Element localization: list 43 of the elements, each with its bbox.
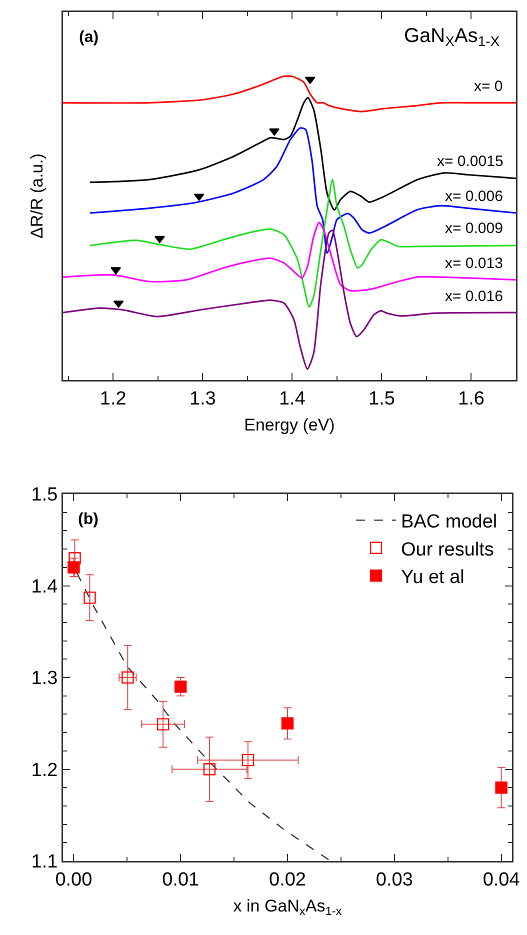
series-label: x= 0.013 — [445, 255, 503, 272]
series-label: x= 0 — [474, 78, 503, 95]
y-tick-label: 1.2 — [31, 760, 58, 781]
x-tick-label: 0.02 — [269, 869, 306, 890]
point — [122, 671, 134, 684]
annotation: (b) — [78, 511, 98, 528]
point — [242, 754, 254, 766]
series-label: x= 0.016 — [445, 288, 503, 305]
x-tick-label: 1.5 — [368, 388, 395, 410]
y-axis-title: ΔR/R (a.u.) — [27, 153, 46, 239]
point — [269, 128, 280, 136]
x-axis-title: x in GaN$_{x}$As$_{1-x}$ — [233, 896, 342, 918]
x-tick-label: 1.4 — [278, 388, 306, 410]
point — [495, 782, 508, 794]
point — [281, 717, 294, 730]
point — [154, 236, 165, 244]
x-tick-label: 1.3 — [189, 388, 216, 410]
point — [203, 763, 216, 776]
x-tick-label: 0.03 — [376, 869, 413, 890]
x-tick-label: 0.00 — [55, 869, 92, 890]
x-tick-label: 1.6 — [458, 388, 484, 410]
point — [156, 718, 170, 730]
point — [68, 552, 81, 564]
point — [304, 76, 316, 84]
y-tick-label: 1.3 — [31, 668, 58, 690]
series-label: x= 0.0015 — [437, 153, 504, 170]
y-tick-label: 1.4 — [31, 576, 58, 598]
y-tick-label: 1.1 — [31, 852, 58, 873]
x-axis-title: Energy (eV) — [244, 415, 335, 434]
legend-label: Our results — [401, 539, 494, 560]
legend-label: Yu et al — [401, 567, 464, 588]
y-tick-label: 1.5 — [31, 484, 58, 506]
series-label: x= 0.006 — [445, 188, 503, 205]
text: GaN$_{X}$As$_{1-X}$ — [404, 25, 500, 50]
point — [174, 680, 187, 693]
text: (a) — [79, 29, 99, 46]
x-tick-label: 0.01 — [162, 869, 200, 890]
series-label: x= 0.009 — [445, 220, 503, 237]
x-tick-label: 1.2 — [100, 388, 126, 410]
point — [68, 561, 80, 574]
legend-label: BAC model — [401, 512, 498, 533]
x-tick-label: 0.04 — [482, 869, 520, 890]
point — [84, 592, 96, 604]
